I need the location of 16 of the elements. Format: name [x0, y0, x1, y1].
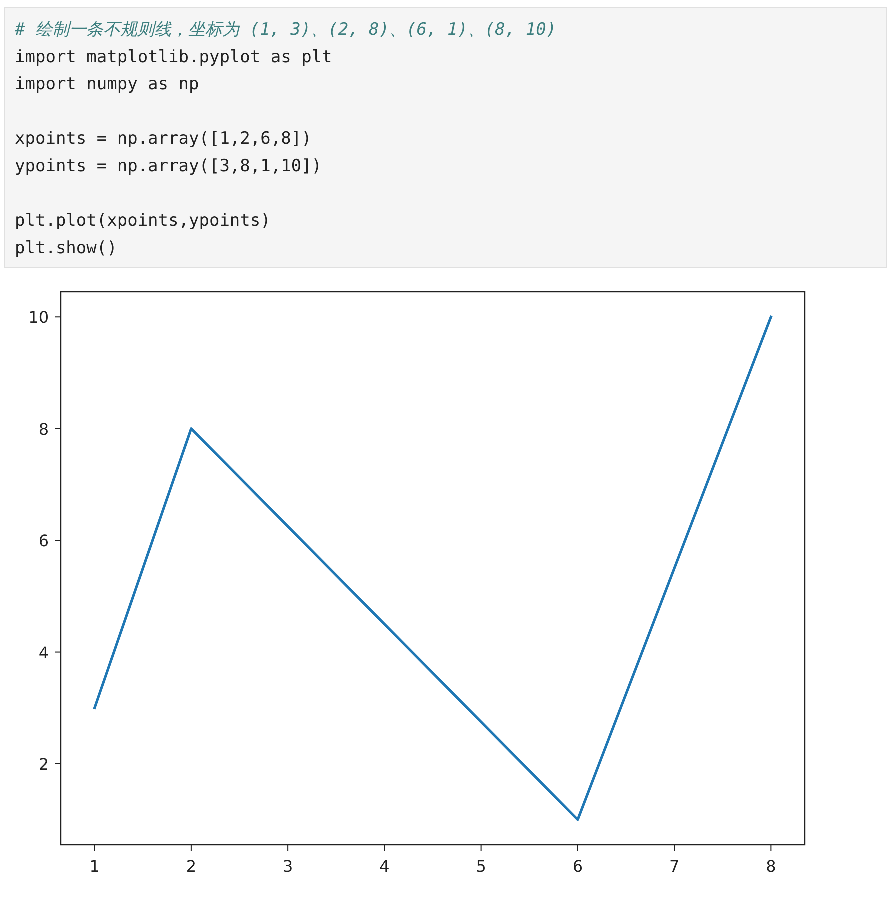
x-tick-label: 3 — [282, 857, 294, 876]
x-tick-label: 5 — [476, 857, 486, 876]
text: # 绘制一条不规则线，坐标为 (1, 3)、(2, 8)、(6, 1)、(8, 10) — [14, 20, 557, 40]
y-tick-label: 8 — [38, 420, 49, 439]
y-tick-label: 6 — [38, 532, 49, 551]
line-series — [94, 316, 772, 822]
x-tick-label: 7 — [669, 857, 680, 876]
y-tick-label: 2 — [38, 755, 49, 774]
y-tick-label: 4 — [38, 643, 49, 662]
x-tick-label: 6 — [572, 857, 584, 876]
text: import matplotlib.pyplot as plt import numpy as np xpoints = np.array([1,2,6,8]) ypoints = np.array([3,8,1,10]) plt.plot(xpoints,ypoints) plt.show() — [15, 47, 332, 258]
x-tick-label: 2 — [186, 857, 197, 876]
x-tick-label: 8 — [766, 857, 776, 876]
y-tick-label: 10 — [28, 308, 49, 328]
x-tick-label: 1 — [90, 857, 100, 876]
x-tick-label: 4 — [380, 857, 390, 876]
